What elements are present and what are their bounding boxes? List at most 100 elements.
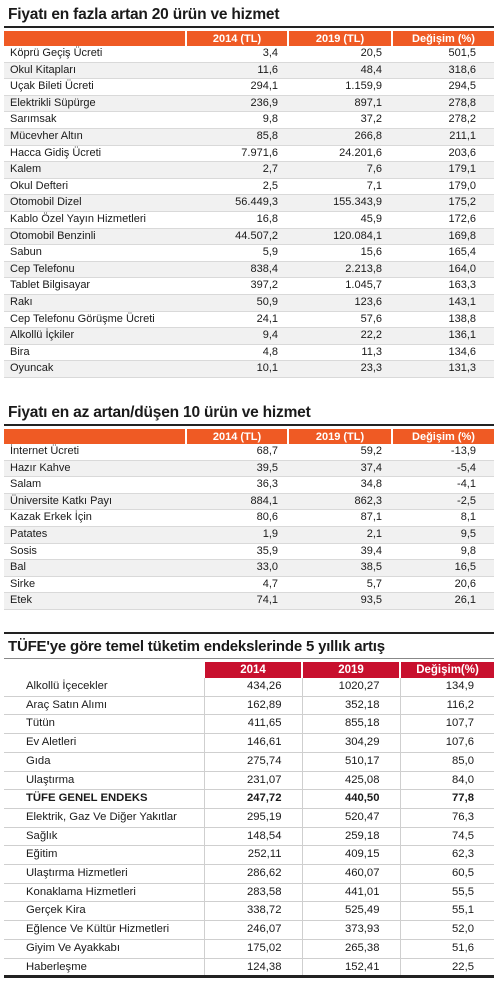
table2-header-2014: 2014 (TL) <box>185 429 288 444</box>
row-label: Alkollü İçecekler <box>4 678 204 697</box>
value-2014: 283,58 <box>203 883 302 903</box>
value-2019: 525,49 <box>301 901 400 922</box>
value-2019: 37,2 <box>288 111 392 129</box>
row-label: Eğitim <box>4 845 204 866</box>
change-percent: -2,5 <box>392 493 494 511</box>
change-percent: 107,7 <box>399 714 494 735</box>
table-row: Okul Kitapları 11,6 48,4 318,6 <box>4 62 494 80</box>
value-2019: 855,18 <box>301 714 400 735</box>
value-2014: 74,1 <box>186 592 288 610</box>
row-label: Kablo Özel Yayın Hizmetleri <box>4 211 186 229</box>
row-label: Cep Telefonu <box>4 261 186 279</box>
value-2014: 252,11 <box>203 845 302 866</box>
value-2019: 409,15 <box>301 845 400 866</box>
value-2014: 85,8 <box>186 128 288 146</box>
change-percent: 278,8 <box>392 95 494 113</box>
table-row: Tütün 411,65 855,18 107,7 <box>4 714 494 735</box>
table-row: Bal 33,0 38,5 16,5 <box>4 559 494 577</box>
row-label: Patates <box>4 526 186 544</box>
table-row: Hacca Gidiş Ücreti 7.971,6 24.201,6 203,6 <box>4 145 494 163</box>
row-label: Rakı <box>4 294 186 312</box>
table-row: Patates 1,9 2,1 9,5 <box>4 526 494 544</box>
value-2014: 68,7 <box>186 444 288 461</box>
value-2019: 155.343,9 <box>288 194 392 212</box>
table-row: Tablet Bilgisayar 397,2 1.045,7 163,3 <box>4 277 494 295</box>
value-2019: 1.045,7 <box>288 277 392 295</box>
change-percent: 134,9 <box>399 678 494 697</box>
value-2019: 7,1 <box>288 178 392 196</box>
table3-title-rule <box>4 658 494 659</box>
row-label: Salam <box>4 476 186 494</box>
section-most-increased: Fiyatı en fazla artan 20 ürün ve hizmet … <box>4 4 494 378</box>
table3-header-change: Değişim(%) <box>399 662 494 678</box>
table-row: Alkollü İçecekler 434,26 1020,27 134,9 <box>4 678 494 697</box>
table2-header-row: 2014 (TL) 2019 (TL) Değişim (%) <box>4 429 494 444</box>
change-percent: 26,1 <box>392 592 494 610</box>
row-label: Konaklama Hizmetleri <box>4 883 204 903</box>
table-row: Okul Defteri 2,5 7,1 179,0 <box>4 178 494 196</box>
value-2014: 2,7 <box>186 161 288 179</box>
change-percent: 163,3 <box>392 277 494 295</box>
table-row: Cep Telefonu Görüşme Ücreti 24,1 57,6 138,8 <box>4 311 494 329</box>
row-label: Ulaştırma <box>4 771 204 791</box>
value-2014: 236,9 <box>186 95 288 113</box>
value-2019: 265,38 <box>301 939 400 959</box>
table-row: Eğitim 252,11 409,15 62,3 <box>4 845 494 866</box>
row-label: Otomobil Benzinli <box>4 228 186 246</box>
change-percent: 278,2 <box>392 111 494 129</box>
value-2014: 9,4 <box>186 327 288 345</box>
row-label: Bira <box>4 344 186 362</box>
value-2019: 15,6 <box>288 244 392 262</box>
value-2014: 247,72 <box>203 789 302 809</box>
change-percent: 22,5 <box>399 958 494 978</box>
change-percent: 179,1 <box>392 161 494 179</box>
value-2019: 5,7 <box>288 576 392 594</box>
row-label: Sabun <box>4 244 186 262</box>
change-percent: 62,3 <box>399 845 494 866</box>
row-label: Alkollü İçkiler <box>4 327 186 345</box>
change-percent: 294,5 <box>392 78 494 96</box>
value-2014: 338,72 <box>203 901 302 922</box>
row-label: Okul Kitapları <box>4 62 186 80</box>
value-2019: 11,3 <box>288 344 392 362</box>
table-row: Sosis 35,9 39,4 9,8 <box>4 543 494 561</box>
table-row: Eğlence Ve Kültür Hizmetleri 246,07 373,93… <box>4 920 494 940</box>
value-2019: 441,01 <box>301 883 400 903</box>
table1-title: Fiyatı en fazla artan 20 ürün ve hizmet <box>8 6 280 23</box>
value-2019: 23,3 <box>288 360 392 378</box>
value-2019: 1.159,9 <box>288 78 392 96</box>
value-2014: 275,74 <box>203 752 302 772</box>
value-2019: 22,2 <box>288 327 392 345</box>
value-2014: 294,1 <box>186 78 288 96</box>
value-2014: 39,5 <box>186 460 288 478</box>
change-percent: 16,5 <box>392 559 494 577</box>
value-2019: 39,4 <box>288 543 392 561</box>
value-2014: 9,8 <box>186 111 288 129</box>
change-percent: 318,6 <box>392 62 494 80</box>
change-percent: 9,8 <box>392 543 494 561</box>
table-row: Sağlık 148,54 259,18 74,5 <box>4 827 494 847</box>
value-2014: 4,7 <box>186 576 288 594</box>
value-2014: 2,5 <box>186 178 288 196</box>
value-2019: 897,1 <box>288 95 392 113</box>
table3-header-item <box>4 662 204 678</box>
value-2014: 36,3 <box>186 476 288 494</box>
table2-title: Fiyatı en az artan/düşen 10 ürün ve hizm… <box>8 404 311 421</box>
value-2019: 1020,27 <box>301 678 400 697</box>
row-label: Üniversite Katkı Payı <box>4 493 186 511</box>
value-2019: 373,93 <box>301 920 400 940</box>
table-row: Elektrikli Süpürge 236,9 897,1 278,8 <box>4 95 494 113</box>
table-row: Elektrik, Gaz Ve Diğer Yakıtlar 295,19 520… <box>4 808 494 828</box>
value-2019: 37,4 <box>288 460 392 478</box>
row-label: Sarımsak <box>4 111 186 129</box>
change-percent: 138,8 <box>392 311 494 329</box>
table-row: Kalem 2,7 7,6 179,1 <box>4 161 494 179</box>
value-2019: 34,8 <box>288 476 392 494</box>
change-percent: 211,1 <box>392 128 494 146</box>
change-percent: 51,6 <box>399 939 494 959</box>
change-percent: 85,0 <box>399 752 494 772</box>
value-2014: 434,26 <box>203 678 302 697</box>
table-row: Sirke 4,7 5,7 20,6 <box>4 576 494 594</box>
value-2019: 266,8 <box>288 128 392 146</box>
table-row: Otomobil Benzinli 44.507,2 120.084,1 169,8 <box>4 228 494 246</box>
